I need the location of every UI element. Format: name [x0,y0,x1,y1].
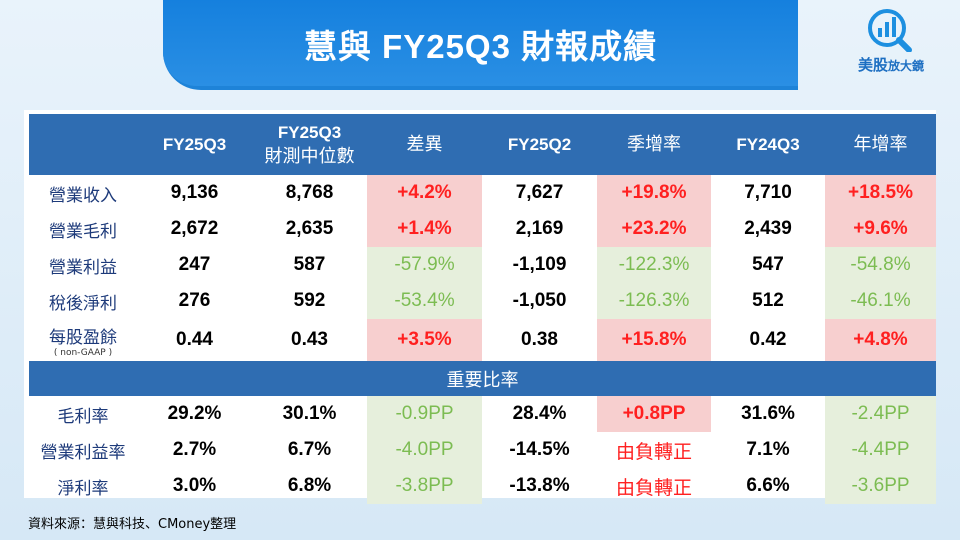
title-banner: 慧與 FY25Q3 財報成績 [163,0,798,90]
cell-yoy: -3.6PP [825,468,936,504]
cell-fy25q3: 2,672 [170,218,219,239]
cell-yoy: -4.4PP [825,432,936,468]
cell-yoy: -54.8% [825,247,936,283]
cell-guidance: 592 [293,290,326,311]
cell-diff: -57.9% [367,247,482,283]
cell-yoy: +18.5% [825,175,936,211]
magnifier-chart-icon [868,9,912,52]
row-sublabel: ( non-GAAP ) [53,347,113,358]
cell-diff: +4.2% [367,175,482,211]
header-blank [29,114,137,175]
cell-diff: -53.4% [367,283,482,319]
row-label: 毛利率 [57,406,109,427]
cell-guidance: 8,768 [285,182,334,203]
cell-guidance: 0.43 [291,329,328,350]
cell-yoy: +4.8% [825,319,936,361]
cell-fy25q3: 0.44 [176,329,213,350]
cell-fy25q2: -13.8% [509,475,570,496]
row-label: 營業利益 [49,257,117,278]
table-row-revenue: 營業收入 9,136 8,768 +4.2% 7,627 +19.8% 7,71… [29,175,936,211]
cell-diff: +3.5% [367,319,482,361]
logo-suffix: 放大鏡 [888,59,925,73]
cell-fy25q3: 3.0% [172,475,217,496]
cell-yoy: -2.4PP [825,396,936,432]
header-guidance: FY25Q3 財測中位數 [252,114,367,175]
table-header-row: FY25Q3 FY25Q3 財測中位數 差異 FY25Q2 季增率 FY24Q3… [29,114,936,175]
row-label: 營業利益率 [40,442,126,463]
row-label: 營業收入 [49,185,117,206]
cell-guidance: 6.7% [287,439,332,460]
cell-qoq: +23.2% [597,211,711,247]
cell-qoq: -122.3% [597,247,711,283]
header-fy24q3: FY24Q3 [711,114,825,175]
header-yoy: 年增率 [825,114,936,175]
cell-fy25q3: 9,136 [170,182,219,203]
table-row-eps: 每股盈餘 ( non-GAAP ) 0.44 0.43 +3.5% 0.38 +… [29,319,936,361]
cell-diff: -0.9PP [367,396,482,432]
cell-fy24q3: 547 [752,254,784,275]
table-row-net-income: 稅後淨利 276 592 -53.4% -1,050 -126.3% 512 -… [29,283,936,319]
financial-table: FY25Q3 FY25Q3 財測中位數 差異 FY25Q2 季增率 FY24Q3… [29,114,936,504]
cell-qoq: +15.8% [597,319,711,361]
row-label: 營業毛利 [49,221,117,242]
header-diff: 差異 [367,114,482,175]
cell-diff: +1.4% [367,211,482,247]
table-row-net-margin: 淨利率 3.0% 6.8% -3.8PP -13.8% 由負轉正 6.6% -3… [29,468,936,504]
cell-fy25q2: -1,109 [512,254,567,275]
header-fy25q2: FY25Q2 [482,114,597,175]
cell-fy25q2: 0.38 [521,329,558,350]
header-fy25q3: FY25Q3 [137,114,252,175]
cell-qoq: 由負轉正 [615,476,692,499]
cell-fy24q3: 7.1% [746,439,790,460]
brand-logo: 美股放大鏡 [836,8,946,78]
cell-qoq: -126.3% [597,283,711,319]
row-label: 淨利率 [57,478,109,499]
cell-fy25q2: 28.4% [512,403,567,424]
cell-fy25q3: 247 [178,254,211,275]
cell-fy25q2: 2,169 [515,218,564,239]
logo-name: 美股 [857,56,888,74]
cell-guidance: 587 [293,254,326,275]
cell-qoq: +0.8PP [597,396,711,432]
page-title: 慧與 FY25Q3 財報成績 [303,28,658,65]
cell-guidance: 30.1% [282,403,337,424]
table-row-operating-income: 營業利益 247 587 -57.9% -1,109 -122.3% 547 -… [29,247,936,283]
cell-fy24q3: 0.42 [749,329,787,350]
header-qoq: 季增率 [597,114,711,175]
cell-fy25q3: 276 [178,290,211,311]
cell-fy25q3: 2.7% [172,439,217,460]
cell-fy24q3: 512 [752,290,784,311]
cell-qoq: 由負轉正 [615,440,692,463]
cell-fy25q3: 29.2% [167,403,222,424]
cell-fy24q3: 2,439 [744,218,792,239]
table-row-gross-profit: 營業毛利 2,672 2,635 +1.4% 2,169 +23.2% 2,43… [29,211,936,247]
row-label: 每股盈餘 ( non-GAAP ) [29,319,137,361]
cell-qoq: +19.8% [597,175,711,211]
cell-diff: -4.0PP [367,432,482,468]
source-note: 資料來源：慧與科技、CMoney整理 [28,517,237,532]
table-row-gross-margin: 毛利率 29.2% 30.1% -0.9PP 28.4% +0.8PP 31.6… [29,396,936,432]
cell-fy24q3: 7,710 [744,182,792,203]
cell-yoy: +9.6% [825,211,936,247]
cell-fy24q3: 6.6% [746,475,790,496]
cell-guidance: 2,635 [285,218,334,239]
cell-fy25q2: 7,627 [515,182,564,203]
section-title: 重要比率 [29,361,936,396]
cell-fy25q2: -14.5% [509,439,570,460]
table-row-operating-margin: 營業利益率 2.7% 6.7% -4.0PP -14.5% 由負轉正 7.1% … [29,432,936,468]
cell-fy25q2: -1,050 [512,290,567,311]
section-header-row: 重要比率 [29,361,936,396]
cell-yoy: -46.1% [825,283,936,319]
cell-diff: -3.8PP [367,468,482,504]
cell-guidance: 6.8% [287,475,332,496]
row-label: 稅後淨利 [49,293,117,314]
cell-fy24q3: 31.6% [741,403,795,424]
